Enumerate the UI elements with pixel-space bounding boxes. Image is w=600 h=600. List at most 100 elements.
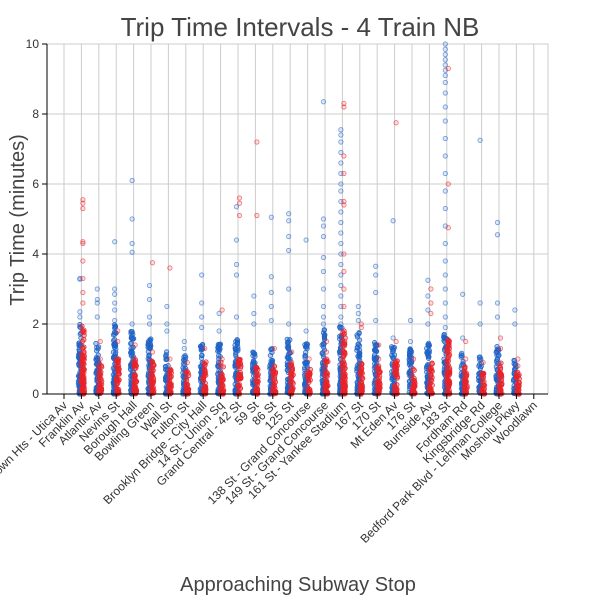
data-point — [93, 340, 99, 347]
data-point — [146, 352, 152, 358]
data-point — [80, 373, 86, 380]
outlier-point — [289, 349, 295, 355]
data-point — [78, 379, 85, 386]
data-point — [321, 327, 327, 333]
outlier-point — [460, 335, 466, 341]
outlier-point — [512, 307, 518, 313]
outlier-point — [320, 268, 327, 275]
data-point — [497, 371, 503, 377]
data-point — [323, 386, 329, 392]
outlier-point — [233, 237, 240, 243]
data-point — [476, 363, 482, 369]
outlier-point — [373, 289, 379, 296]
data-point — [216, 346, 222, 352]
outlier-point — [268, 274, 274, 280]
outlier-point — [286, 218, 292, 224]
outlier-point — [219, 356, 225, 362]
data-point — [394, 363, 401, 369]
outlier-point — [167, 265, 173, 271]
data-point — [168, 390, 174, 396]
outlier-point — [341, 170, 347, 177]
outlier-point — [112, 307, 118, 313]
y-tick-label: 0 — [32, 387, 39, 401]
outlier-point — [199, 314, 205, 320]
outlier-point — [355, 303, 361, 310]
data-point — [202, 380, 208, 386]
outlier-point — [80, 289, 86, 296]
outlier-point — [338, 230, 344, 236]
data-point — [220, 382, 226, 388]
outlier-point — [164, 321, 170, 327]
data-point — [96, 364, 102, 371]
data-point — [97, 388, 103, 394]
data-point — [425, 343, 431, 349]
data-point — [411, 388, 417, 394]
data-point — [479, 375, 486, 382]
data-point — [513, 370, 520, 376]
data-point — [394, 358, 400, 364]
data-point — [496, 352, 502, 358]
outlier-point — [338, 321, 344, 327]
data-point — [145, 344, 151, 351]
data-point — [359, 388, 365, 394]
data-point — [99, 378, 105, 384]
outlier-point — [355, 317, 361, 324]
outlier-point — [115, 328, 121, 334]
data-point — [412, 380, 418, 387]
outlier-point — [167, 356, 173, 362]
y-tick-label: 10 — [26, 37, 40, 51]
outlier-point — [477, 321, 483, 327]
data-point — [376, 368, 382, 375]
outlier-point — [320, 303, 327, 310]
outlier-point — [393, 338, 399, 345]
data-point — [357, 380, 364, 386]
data-point — [498, 360, 504, 366]
outlier-point — [373, 263, 379, 269]
outlier-point — [94, 314, 100, 320]
outlier-point — [428, 286, 434, 292]
data-point — [180, 365, 186, 371]
y-tick-label: 4 — [32, 247, 39, 261]
chart-title: Trip Time Intervals - 4 Train NB — [121, 12, 480, 42]
outlier-point — [338, 139, 344, 145]
outlier-point — [341, 303, 347, 310]
outlier-point — [442, 170, 448, 177]
outlier-point — [115, 338, 121, 345]
data-point — [340, 358, 346, 364]
outlier-point — [199, 300, 205, 306]
data-point — [255, 375, 261, 381]
outlier-point — [445, 181, 451, 187]
series-blue — [75, 41, 519, 397]
outlier-point — [129, 249, 135, 255]
data-point — [220, 364, 226, 370]
data-point — [303, 343, 309, 350]
data-point — [446, 348, 452, 355]
data-point — [217, 343, 223, 349]
data-point — [95, 352, 101, 358]
outlier-point — [390, 218, 396, 224]
data-point — [183, 381, 189, 387]
outlier-point — [477, 300, 483, 306]
data-point — [429, 361, 435, 367]
outlier-point — [323, 349, 330, 355]
outlier-point — [407, 338, 414, 345]
outlier-point — [320, 99, 327, 105]
outlier-point — [494, 300, 501, 306]
outlier-point — [251, 321, 257, 327]
data-point — [427, 366, 433, 373]
outlier-point — [480, 359, 486, 366]
data-point — [76, 342, 82, 348]
data-point — [288, 367, 295, 373]
data-point — [237, 356, 243, 363]
outlier-point — [442, 118, 448, 124]
data-point — [446, 379, 452, 386]
data-point — [390, 355, 396, 361]
data-point — [112, 340, 118, 346]
outlier-point — [303, 237, 309, 243]
outlier-point — [373, 272, 379, 278]
outlier-point — [442, 41, 448, 47]
outlier-point — [425, 293, 431, 299]
data-point — [339, 365, 346, 371]
outlier-point — [199, 272, 205, 278]
